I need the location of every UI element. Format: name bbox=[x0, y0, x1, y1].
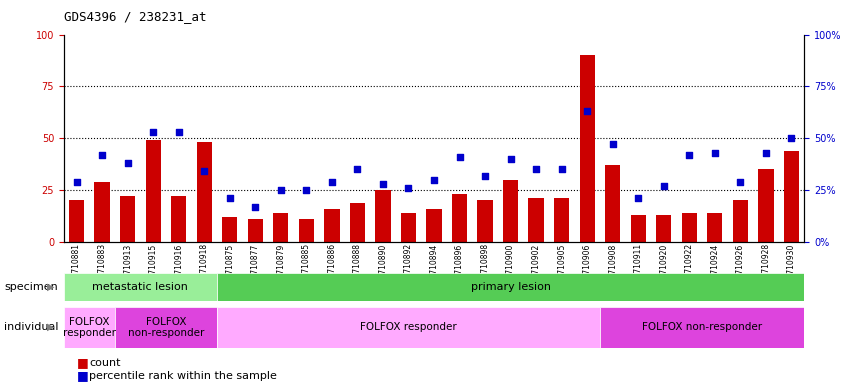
Bar bbox=[426, 209, 442, 242]
Point bbox=[708, 150, 722, 156]
Text: ▶: ▶ bbox=[47, 322, 54, 332]
Bar bbox=[605, 165, 620, 242]
Point bbox=[70, 179, 83, 185]
Bar bbox=[217, 273, 804, 301]
Text: ■: ■ bbox=[77, 369, 89, 382]
Point bbox=[427, 177, 441, 183]
Point bbox=[325, 179, 339, 185]
Text: GDS4396 / 238231_at: GDS4396 / 238231_at bbox=[64, 10, 206, 23]
Text: primary lesion: primary lesion bbox=[471, 282, 551, 292]
Point bbox=[300, 187, 313, 193]
Point bbox=[759, 150, 773, 156]
Bar bbox=[197, 142, 212, 242]
Point bbox=[453, 154, 466, 160]
Bar bbox=[115, 307, 217, 348]
Bar bbox=[631, 215, 646, 242]
Point bbox=[657, 183, 671, 189]
Bar bbox=[248, 219, 263, 242]
Text: percentile rank within the sample: percentile rank within the sample bbox=[89, 371, 277, 381]
Point bbox=[121, 160, 134, 166]
Bar bbox=[707, 213, 722, 242]
Bar bbox=[554, 199, 569, 242]
Point bbox=[555, 166, 568, 172]
Point bbox=[351, 166, 364, 172]
Bar bbox=[600, 307, 804, 348]
Bar bbox=[64, 307, 115, 348]
Text: FOLFOX non-responder: FOLFOX non-responder bbox=[642, 322, 762, 333]
Bar bbox=[64, 273, 217, 301]
Point bbox=[376, 181, 390, 187]
Point bbox=[197, 168, 211, 174]
Bar bbox=[477, 200, 493, 242]
Bar bbox=[656, 215, 671, 242]
Point bbox=[631, 195, 645, 202]
Point bbox=[146, 129, 160, 135]
Text: FOLFOX responder: FOLFOX responder bbox=[360, 322, 457, 333]
Point bbox=[580, 108, 594, 114]
Bar bbox=[580, 55, 595, 242]
Bar bbox=[222, 217, 237, 242]
Point bbox=[248, 204, 262, 210]
Bar bbox=[120, 196, 135, 242]
Bar bbox=[324, 209, 340, 242]
Bar bbox=[503, 180, 518, 242]
Point bbox=[172, 129, 186, 135]
Bar bbox=[784, 151, 799, 242]
Bar bbox=[299, 219, 314, 242]
Text: ▶: ▶ bbox=[47, 282, 54, 292]
Text: individual: individual bbox=[4, 322, 59, 332]
Bar bbox=[401, 213, 416, 242]
Bar bbox=[217, 307, 600, 348]
Point bbox=[734, 179, 747, 185]
Point bbox=[504, 156, 517, 162]
Bar bbox=[94, 182, 110, 242]
Text: FOLFOX
non-responder: FOLFOX non-responder bbox=[128, 316, 204, 338]
Bar bbox=[350, 202, 365, 242]
Bar bbox=[273, 213, 288, 242]
Bar bbox=[146, 140, 161, 242]
Point bbox=[95, 152, 109, 158]
Point bbox=[785, 135, 798, 141]
Point bbox=[683, 152, 696, 158]
Point bbox=[223, 195, 237, 202]
Bar bbox=[171, 196, 186, 242]
Bar bbox=[758, 169, 774, 242]
Point bbox=[274, 187, 288, 193]
Text: count: count bbox=[89, 358, 121, 368]
Bar bbox=[733, 200, 748, 242]
Text: FOLFOX
responder: FOLFOX responder bbox=[63, 316, 116, 338]
Point bbox=[606, 141, 620, 147]
Point bbox=[478, 172, 492, 179]
Bar bbox=[452, 194, 467, 242]
Text: metastatic lesion: metastatic lesion bbox=[93, 282, 188, 292]
Text: specimen: specimen bbox=[4, 282, 58, 292]
Point bbox=[529, 166, 543, 172]
Point bbox=[402, 185, 415, 191]
Bar bbox=[375, 190, 391, 242]
Bar bbox=[528, 199, 544, 242]
Bar bbox=[69, 200, 84, 242]
Bar bbox=[682, 213, 697, 242]
Text: ■: ■ bbox=[77, 356, 89, 369]
